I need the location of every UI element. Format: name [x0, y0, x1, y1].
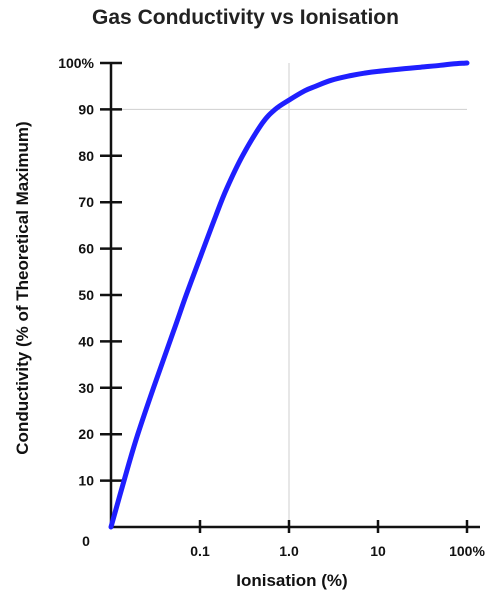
- chart-title: Gas Conductivity vs Ionisation: [92, 6, 399, 29]
- y-ticks: 10 20 30 40 50 60 70 80 90 100%: [58, 55, 122, 489]
- x-tick-label-0: 0.1: [190, 543, 210, 559]
- y-tick-label-3: 40: [78, 333, 94, 349]
- origin-label: 0: [82, 533, 90, 549]
- y-axis-label: Conductivity (% of Theoretical Maximum): [13, 121, 32, 454]
- x-tick-label-2: 10: [370, 543, 386, 559]
- y-tick-label-7: 80: [78, 148, 94, 164]
- y-tick-label-9: 100%: [58, 55, 94, 71]
- x-tick-label-3: 100%: [449, 543, 485, 559]
- y-tick-label-2: 30: [78, 380, 94, 396]
- x-ticks: 0.1 1.0 10 100%: [190, 520, 485, 559]
- series-line: [108, 60, 470, 530]
- y-tick-label-6: 70: [78, 194, 94, 210]
- y-tick-label-4: 50: [78, 287, 94, 303]
- axes: [109, 63, 480, 529]
- y-tick-label-8: 90: [78, 101, 94, 117]
- y-tick-label-0: 10: [78, 473, 94, 489]
- y-tick-label-1: 20: [78, 426, 94, 442]
- y-tick-label-5: 60: [78, 241, 94, 257]
- x-tick-label-1: 1.0: [279, 543, 299, 559]
- gridlines: [111, 63, 467, 527]
- x-axis-label: Ionisation (%): [236, 571, 347, 590]
